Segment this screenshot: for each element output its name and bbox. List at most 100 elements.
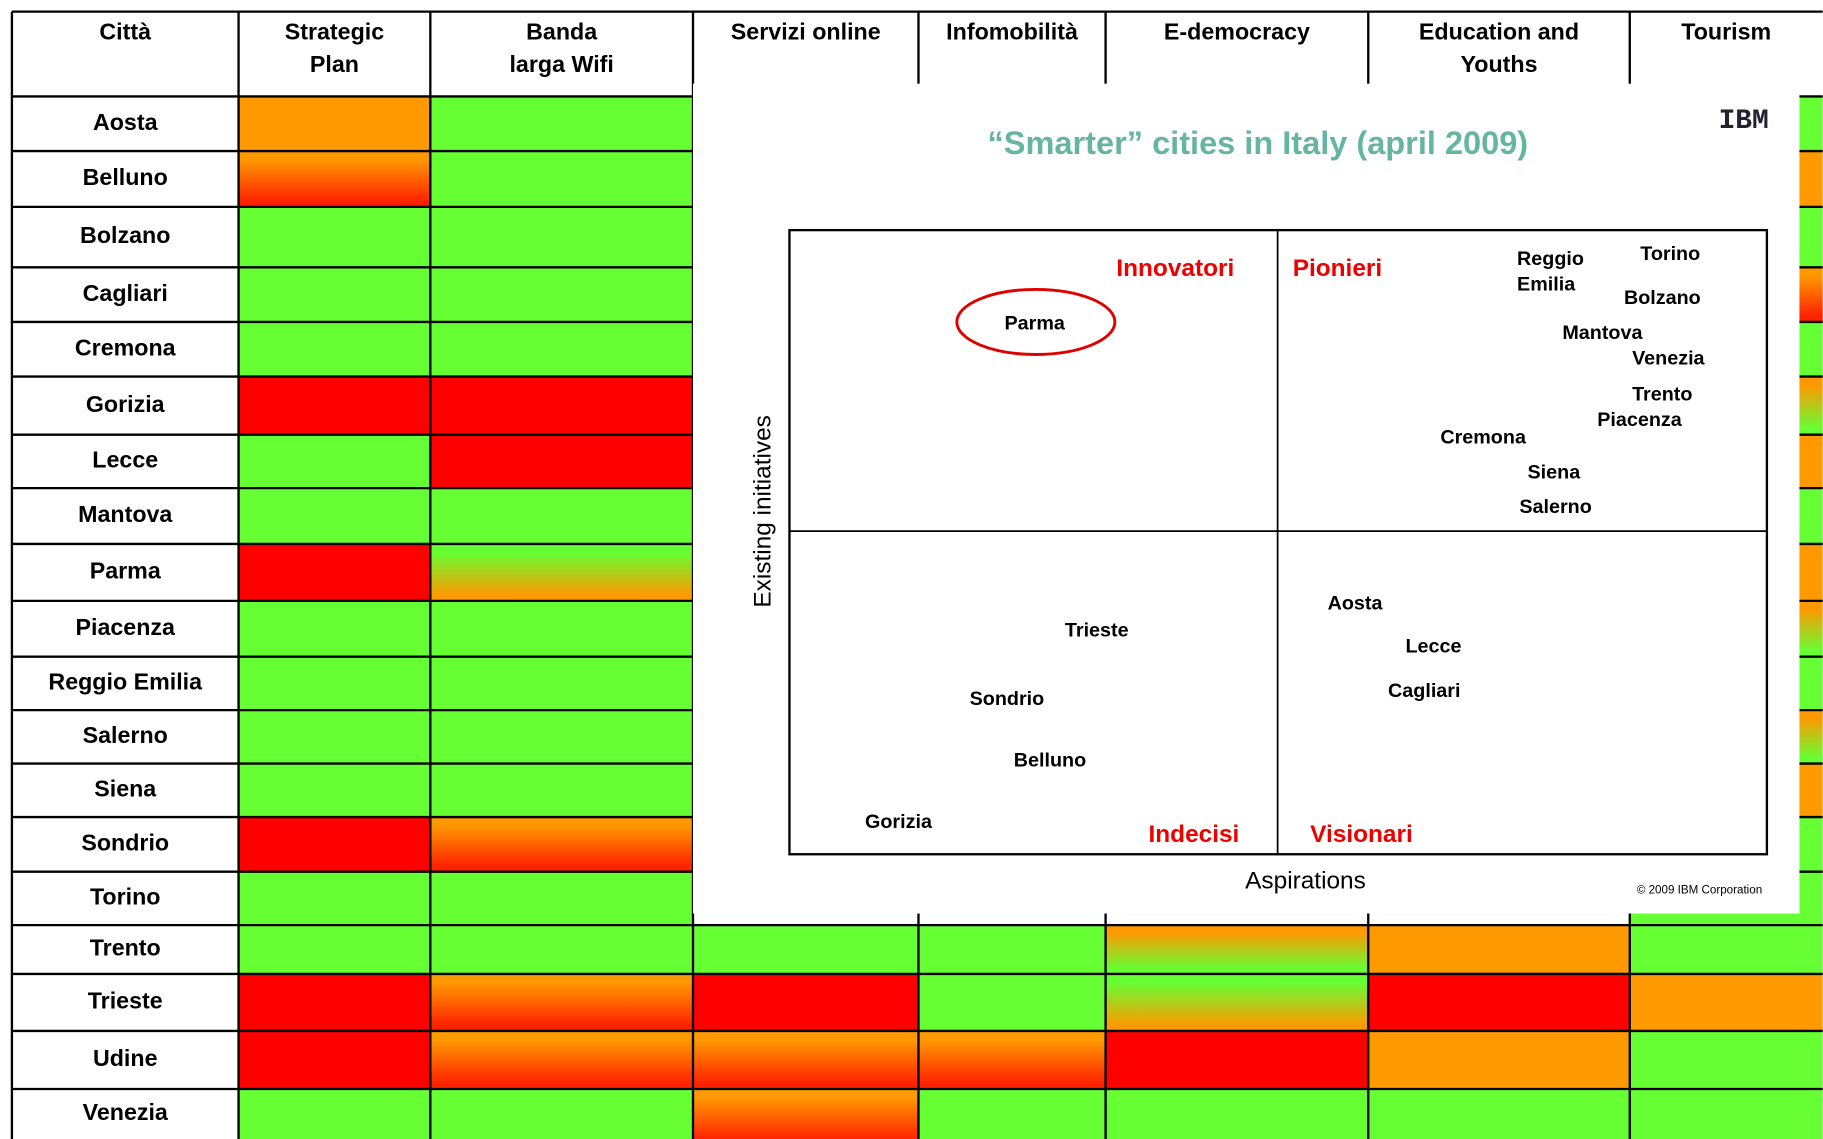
cell xyxy=(430,206,693,268)
city-point-label: Salerno xyxy=(1519,496,1591,518)
city-point-label: Piacenza xyxy=(1597,409,1683,431)
cell xyxy=(1368,1089,1630,1139)
city-point-label: Bolzano xyxy=(1624,287,1701,309)
city-label: Torino xyxy=(90,884,161,910)
cell xyxy=(1629,1030,1823,1090)
city-label: Trieste xyxy=(88,988,163,1014)
city-point-label: Mantova xyxy=(1562,322,1643,344)
cell xyxy=(430,600,693,657)
cell xyxy=(430,763,693,818)
city-label: Cremona xyxy=(75,334,177,360)
cell xyxy=(1629,973,1823,1031)
column-header: Servizi online xyxy=(730,19,881,46)
header-cell: Servizi online xyxy=(730,19,881,46)
cell xyxy=(238,973,431,1031)
header-cell: Education and Youths xyxy=(1418,19,1580,78)
city-point-label: Siena xyxy=(1527,461,1581,483)
city-point-label: Cagliari xyxy=(1388,680,1460,702)
cell xyxy=(238,710,431,764)
cell xyxy=(1368,1030,1630,1090)
x-axis-label: Aspirations xyxy=(1245,868,1366,895)
column-header: Infomobilità xyxy=(946,19,1078,46)
city-point-label: Cremona xyxy=(1440,426,1527,448)
cell xyxy=(430,434,693,489)
city-point: Reggio Emilia xyxy=(1517,247,1584,296)
city-label: Udine xyxy=(93,1045,158,1071)
cell xyxy=(430,151,693,207)
quadrant-label: Innovatori xyxy=(1116,255,1234,282)
copyright: © 2009 IBM Corporation xyxy=(1637,883,1762,896)
cell xyxy=(430,656,693,711)
overlay: “Smarter” cities in Italy (april 2009) I… xyxy=(692,83,1800,914)
city-point-label: Lecce xyxy=(1405,636,1461,658)
cell xyxy=(1105,925,1369,974)
cell xyxy=(430,710,693,764)
cell xyxy=(1368,925,1630,974)
city-label: Reggio Emilia xyxy=(48,669,203,695)
cell xyxy=(238,267,431,322)
cell xyxy=(238,925,431,974)
city-label: Siena xyxy=(94,775,157,801)
header-cell: Banda larga Wifi xyxy=(509,19,614,78)
city-label: Cagliari xyxy=(83,280,168,306)
column-header: Strategic Plan xyxy=(284,19,385,78)
overlay-panel xyxy=(692,83,1800,914)
city-point-label: Venezia xyxy=(1632,347,1705,369)
quadrant-label: Indecisi xyxy=(1149,821,1240,848)
cell xyxy=(238,321,431,377)
city-label: Venezia xyxy=(83,1099,169,1125)
cell xyxy=(918,1030,1106,1090)
cell xyxy=(238,871,431,926)
city-point-label: Trento xyxy=(1632,383,1692,405)
header-cell: Città xyxy=(99,19,152,46)
cell xyxy=(692,1089,919,1139)
city-point-label: Trieste xyxy=(1065,619,1129,641)
header-cell: Infomobilità xyxy=(946,19,1078,46)
city-label: Aosta xyxy=(93,109,159,135)
column-header: Education and Youths xyxy=(1418,19,1580,78)
header-cell: E-democracy xyxy=(1164,20,1310,46)
cell xyxy=(430,817,693,872)
city-point-label: Aosta xyxy=(1328,593,1384,615)
city-label: Belluno xyxy=(83,164,168,190)
cell xyxy=(692,1030,919,1090)
city-point-label: Gorizia xyxy=(865,811,933,833)
ibm-logo: IBM xyxy=(1719,106,1769,137)
cell xyxy=(1368,973,1630,1031)
city-point-label: Parma xyxy=(1004,312,1065,334)
city-point-label: Torino xyxy=(1640,243,1700,265)
quadrant-label: Pionieri xyxy=(1293,255,1382,282)
cell xyxy=(238,763,431,818)
city-label: Lecce xyxy=(92,447,158,473)
cell xyxy=(430,96,693,152)
cell xyxy=(1105,1089,1369,1139)
cell xyxy=(238,1030,431,1090)
cell xyxy=(430,376,693,435)
city-label: Bolzano xyxy=(80,222,170,248)
city-label: Sondrio xyxy=(81,830,169,856)
cell xyxy=(1105,1030,1369,1090)
cell xyxy=(692,973,919,1031)
cell xyxy=(430,543,693,601)
city-label: Parma xyxy=(90,558,162,584)
cell xyxy=(238,434,431,489)
cell xyxy=(430,321,693,377)
city-point-label: Reggio Emilia xyxy=(1517,247,1584,296)
cell xyxy=(238,600,431,657)
cell xyxy=(1629,925,1823,974)
cell xyxy=(430,973,693,1031)
cell xyxy=(430,488,693,544)
cell xyxy=(430,267,693,322)
city-label: Trento xyxy=(90,935,161,961)
cell xyxy=(918,925,1106,974)
column-header: Città xyxy=(99,19,152,46)
cell xyxy=(238,1089,431,1139)
city-label: Mantova xyxy=(78,501,173,527)
cell xyxy=(918,1089,1106,1139)
cell xyxy=(238,817,431,872)
city-label: Piacenza xyxy=(76,614,177,640)
quadrant-label: Visionari xyxy=(1310,821,1413,848)
column-header: Banda larga Wifi xyxy=(509,19,614,78)
cell xyxy=(238,206,431,268)
city-label: Salerno xyxy=(83,722,168,748)
